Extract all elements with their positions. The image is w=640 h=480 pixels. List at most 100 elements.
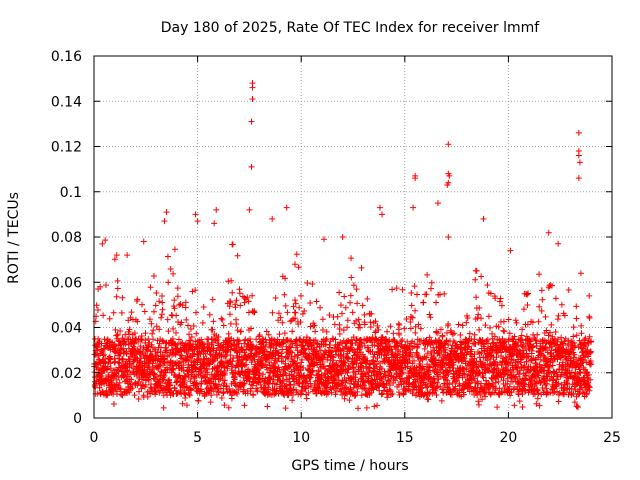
data-point — [254, 387, 261, 394]
data-point — [313, 298, 320, 305]
data-point — [170, 365, 177, 372]
data-point — [555, 398, 562, 405]
data-point — [372, 328, 379, 335]
data-point — [273, 381, 280, 388]
data-point — [194, 218, 201, 225]
data-point — [504, 380, 511, 387]
data-point — [193, 330, 200, 337]
data-point — [214, 336, 221, 343]
data-point — [278, 350, 285, 357]
data-point — [457, 331, 464, 338]
data-point — [395, 389, 402, 396]
data-point — [341, 293, 348, 300]
data-point — [484, 357, 491, 364]
data-point — [270, 351, 277, 358]
data-point — [407, 325, 414, 332]
data-point — [227, 298, 234, 305]
data-point — [480, 215, 487, 222]
data-point — [347, 292, 354, 299]
data-point — [473, 267, 480, 274]
data-point — [356, 344, 363, 351]
data-point — [342, 359, 349, 366]
data-point — [140, 367, 147, 374]
data-point — [204, 369, 211, 376]
data-point — [275, 310, 282, 317]
data-point — [375, 383, 382, 390]
data-point — [241, 402, 248, 409]
data-point — [438, 397, 445, 404]
data-point — [329, 335, 336, 342]
data-point — [152, 302, 159, 309]
data-point — [286, 381, 293, 388]
data-point — [374, 322, 381, 329]
data-point — [489, 347, 496, 354]
data-point — [183, 316, 190, 323]
data-point — [451, 330, 458, 337]
data-point — [372, 361, 379, 368]
data-point — [374, 355, 381, 362]
data-point — [511, 385, 518, 392]
data-point — [480, 374, 487, 381]
data-point — [186, 331, 193, 338]
data-point — [379, 376, 386, 383]
data-point — [359, 302, 366, 309]
data-point — [194, 359, 201, 366]
data-point — [195, 397, 202, 404]
data-point — [433, 391, 440, 398]
data-point — [314, 340, 321, 347]
y-tick-label: 0.06 — [51, 275, 82, 291]
data-point — [116, 385, 123, 392]
data-point — [167, 266, 174, 273]
data-point — [119, 335, 126, 342]
data-point — [234, 252, 241, 259]
data-point — [394, 340, 401, 347]
data-point — [96, 384, 103, 391]
data-point — [487, 290, 494, 297]
data-point — [236, 290, 243, 297]
data-point — [131, 330, 138, 337]
data-point — [208, 392, 215, 399]
data-point — [189, 288, 196, 295]
data-point — [159, 293, 166, 300]
data-point — [419, 365, 426, 372]
data-point — [111, 348, 118, 355]
data-point — [399, 369, 406, 376]
data-point — [241, 380, 248, 387]
data-point — [279, 319, 286, 326]
data-point — [310, 356, 317, 363]
data-point — [354, 388, 361, 395]
y-tick-label: 0.16 — [51, 49, 82, 65]
data-point — [573, 315, 580, 322]
data-point — [501, 385, 508, 392]
data-point — [292, 309, 299, 316]
data-point — [229, 241, 236, 248]
data-point — [319, 316, 326, 323]
data-point — [524, 291, 531, 298]
data-point — [310, 322, 317, 329]
data-point — [535, 318, 542, 325]
data-point — [255, 333, 262, 340]
data-point — [475, 401, 482, 408]
data-point — [524, 321, 531, 328]
data-point — [355, 405, 362, 412]
data-point — [103, 391, 110, 398]
data-point — [229, 289, 236, 296]
data-point — [193, 379, 200, 386]
data-point — [232, 369, 239, 376]
data-point — [288, 354, 295, 360]
data-point — [471, 375, 478, 382]
data-point — [350, 282, 357, 289]
data-point — [144, 347, 151, 354]
data-point — [112, 343, 119, 350]
data-point — [434, 200, 441, 207]
data-point — [282, 405, 289, 412]
data-point — [348, 344, 355, 351]
data-point — [164, 316, 171, 323]
data-point — [262, 361, 269, 368]
data-point — [265, 386, 272, 393]
data-point — [114, 331, 121, 338]
data-point — [386, 382, 393, 389]
data-point — [142, 337, 149, 344]
data-point — [259, 357, 266, 364]
data-point — [371, 351, 378, 358]
